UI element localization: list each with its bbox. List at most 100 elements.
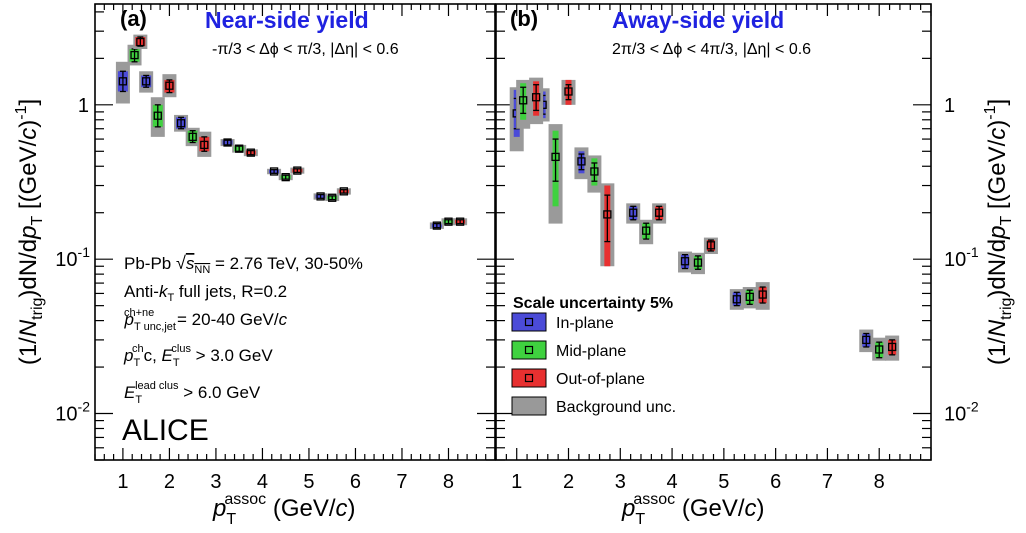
panel-b: 1 2 3 4 5 6 7 8 10-2 10-1 1 (b) Away-side yield 2π… — [495, 3, 979, 493]
y-tick-label: 10-2 — [55, 399, 90, 426]
data-point — [278, 172, 293, 182]
panel-a: 1 2 3 4 5 6 7 8 10-2 10-1 1 (a) Near-side yield -π… — [55, 3, 496, 493]
data-marker — [590, 167, 599, 176]
data-marker — [758, 290, 767, 299]
data-point — [336, 187, 351, 196]
data-marker — [603, 210, 612, 219]
data-point — [755, 282, 770, 310]
y-tick-label: 10-2 — [944, 399, 979, 426]
panel-a-title: Near-side yield — [205, 7, 369, 33]
panel-b-subtitle: 2π/3 < Δϕ < 4π/3, |Δη| < 0.6 — [612, 41, 811, 58]
panel-a-annotation-system: Pb-Pb √sNN = 2.76 TeV, 30-50% — [124, 253, 363, 276]
data-point — [885, 335, 900, 361]
x-tick-label: 7 — [822, 471, 833, 493]
panel-b-label: (b) — [510, 6, 538, 31]
data-marker — [432, 221, 442, 230]
svg-text:(1/Ntrig)dN/dpT [(GeV/c)-1]: (1/Ntrig)dN/dpT [(GeV/c)-1] — [13, 99, 46, 365]
data-marker — [875, 345, 884, 354]
data-marker — [642, 226, 651, 235]
data-point — [197, 131, 212, 157]
panel-a-axes: 1 2 3 4 5 6 7 8 10-2 10-1 1 — [55, 4, 496, 493]
x-axis-title-a: pTassoc (GeV/c) — [212, 491, 356, 528]
data-point — [729, 289, 744, 310]
data-point — [133, 34, 148, 49]
data-point — [453, 217, 468, 226]
data-point — [703, 237, 718, 255]
legend-swatch — [511, 368, 547, 388]
panel-b-marks — [509, 77, 900, 361]
series-out-of-plane — [133, 34, 468, 226]
data-point — [325, 193, 340, 202]
data-marker — [444, 217, 453, 226]
legend-entry: Background unc. — [511, 396, 676, 416]
legend-marker — [524, 317, 534, 327]
y-tick-label: 1 — [78, 95, 89, 117]
legend-swatch — [511, 340, 547, 360]
y-tick-label: 10-1 — [55, 244, 90, 271]
data-marker — [188, 132, 197, 142]
data-marker — [200, 140, 209, 150]
data-point — [600, 183, 615, 267]
data-marker — [888, 342, 897, 352]
data-marker — [130, 50, 139, 60]
data-point — [561, 79, 576, 105]
data-marker — [223, 138, 232, 147]
y-tick-label: 10-1 — [944, 244, 979, 271]
data-point — [678, 251, 693, 273]
data-marker — [732, 295, 741, 304]
data-marker — [118, 77, 128, 86]
x-tick-label: 4 — [667, 471, 678, 493]
panel-a-annotation-lead: ETlead clus > 6.0 GeV — [124, 380, 261, 406]
data-point — [872, 337, 887, 361]
x-tick-label: 7 — [396, 471, 407, 493]
data-marker — [629, 208, 638, 217]
x-tick-label: 5 — [718, 471, 729, 493]
data-marker — [281, 172, 290, 182]
legend-entry: In-plane — [511, 312, 614, 332]
data-point — [652, 203, 667, 224]
series-in-plane — [115, 61, 444, 230]
y-axis-title-left: (1/Ntrig)dN/dpT [(GeV/c)-1] — [13, 99, 46, 365]
data-marker — [455, 217, 465, 226]
data-point — [742, 287, 757, 309]
series-mid-plane — [127, 44, 456, 226]
data-point — [115, 61, 130, 104]
legend-title: Scale uncertainty 5% — [513, 295, 673, 312]
data-marker — [165, 81, 174, 90]
x-tick-label: 1 — [511, 471, 522, 493]
panel-a-subtitle: -π/3 < Δϕ < π/3, |Δη| < 0.6 — [212, 41, 399, 58]
data-marker — [706, 241, 716, 250]
data-marker — [680, 257, 690, 266]
x-tick-label: 6 — [770, 471, 781, 493]
data-point — [127, 44, 142, 66]
data-point — [220, 138, 235, 147]
x-tick-label: 2 — [563, 471, 574, 493]
data-point — [441, 217, 456, 226]
x-tick-label: 4 — [257, 471, 268, 493]
data-point — [690, 252, 705, 275]
x-tick-label: 3 — [615, 471, 626, 493]
data-point — [626, 203, 641, 224]
data-marker — [328, 193, 337, 202]
alice-logo-text: ALICE — [122, 414, 209, 447]
x-tick-label: 5 — [303, 471, 314, 493]
legend: Scale uncertainty 5% In-plane Mid-plane Ou… — [511, 295, 676, 416]
panel-a-label: (a) — [120, 6, 147, 31]
x-tick-label: 2 — [164, 471, 175, 493]
data-point — [150, 97, 165, 137]
legend-entry: Out-of-plane — [511, 368, 645, 388]
data-point — [429, 221, 444, 230]
data-marker — [551, 152, 560, 162]
data-marker — [862, 335, 871, 345]
x-tick-label: 6 — [350, 471, 361, 493]
panel-a-annotation-jets: Anti-kT full jets, R=0.2 — [124, 282, 287, 304]
svg-text:(1/Ntrig)dN/dpT [(GeV/c)-1]: (1/Ntrig)dN/dpT [(GeV/c)-1] — [982, 99, 1015, 365]
data-point — [267, 167, 282, 176]
series-mid-plane — [516, 79, 887, 361]
data-marker — [577, 157, 586, 166]
data-marker — [693, 258, 703, 267]
data-point — [313, 192, 328, 201]
data-point — [516, 79, 531, 129]
data-point — [162, 74, 177, 98]
data-point — [529, 77, 544, 125]
